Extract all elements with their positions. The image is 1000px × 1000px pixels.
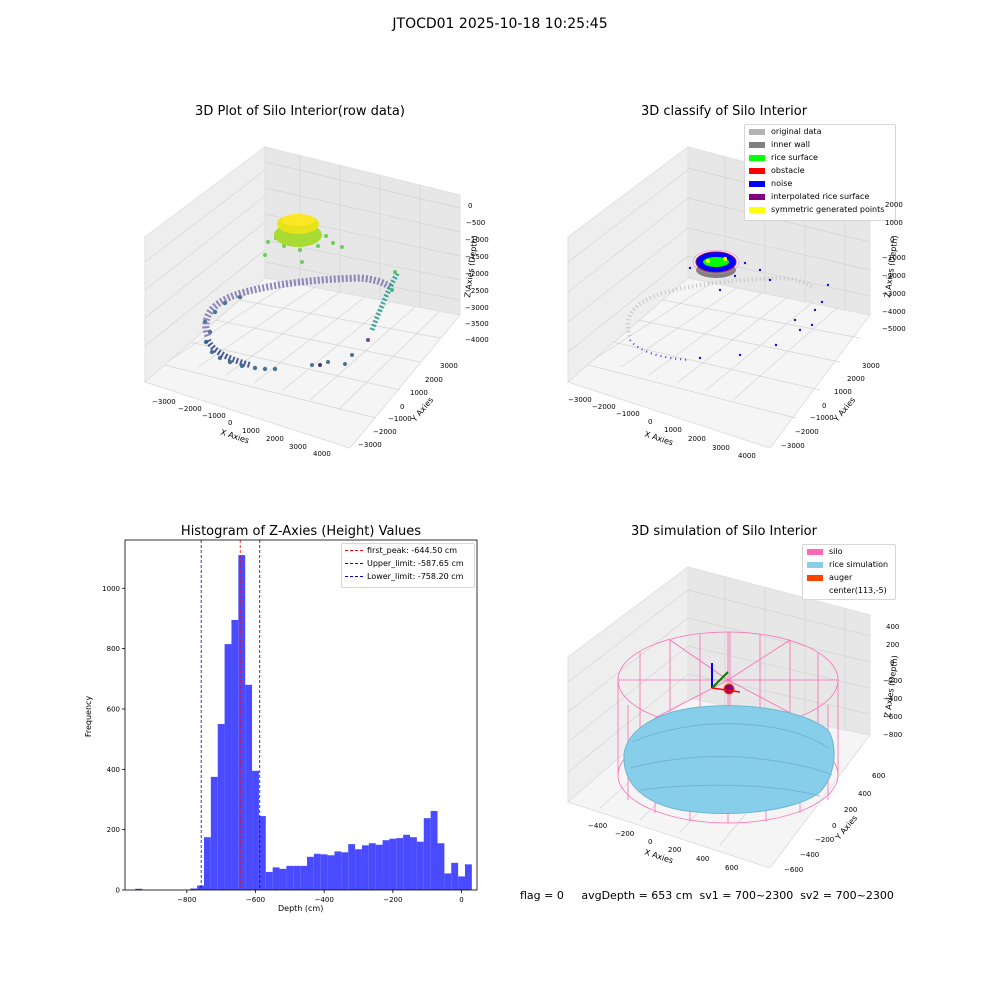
panel1-gridlines [144,155,461,419]
histogram-bar [307,856,314,890]
panel2-title: 3D classify of Silo Interior [640,104,808,119]
histogram-bar [203,837,211,890]
histogram-bar [416,841,424,890]
histogram-bar [348,844,356,890]
legend-item-center: center(113,-5) [829,586,887,595]
panel1-title: 3D Plot of Silo Interior(row data) [195,104,405,119]
histogram-bar [464,864,472,890]
panel1-wall-strip [369,270,401,331]
histogram-bar [437,843,445,890]
legend-item-lower-limit: Lower_limit: -758.20 cm [342,570,474,583]
histogram-bar [252,770,259,890]
histogram-bars [135,555,472,890]
histogram-y-ticks: 0 200 400 600 800 1000 [102,585,125,895]
histogram-y-tick-label: 400 [107,766,120,774]
panel1-ring-top [202,274,395,338]
histogram-bar [231,619,239,890]
histogram-bar [327,855,335,890]
histogram-bar [272,867,280,890]
figure-title: JTOCD01 2025-10-18 10:25:45 [392,16,608,32]
histogram-bar [238,555,246,890]
histogram-xlabel: Depth (cm) [278,904,324,913]
histogram-bar [293,865,301,890]
histogram-y-tick-label: 1000 [102,585,120,593]
legend-item-rice-surface: rice surface [745,151,895,164]
histogram-bar [382,840,390,890]
histogram-bar [355,849,362,890]
histogram-bar [458,876,465,890]
histogram-bar [135,888,143,890]
histogram-bar [320,854,328,890]
panel1-pane-floor [144,277,461,449]
panel4-title: 3D simulation of Silo Interior [631,524,817,539]
legend-item-interpolated: interpolated rice surface [745,190,895,203]
histogram-bar [245,684,253,890]
histogram-x-tick-label: −600 [246,896,265,904]
panel2-points [625,249,830,361]
panel2-rice-surface [703,257,729,267]
histogram-bar [423,818,431,890]
histogram-y-tick-label: 0 [116,887,120,895]
histogram-x-tick-label: −400 [315,896,334,904]
histogram-bar [334,851,342,890]
histogram-y-tick-label: 800 [107,645,120,653]
panel2-noise-points [688,261,830,360]
panel2-gridlines [567,157,871,419]
histogram-bar [265,871,273,890]
panel4-legend: silo rice simulation auger center(113,-5… [802,544,896,600]
legend-item-upper-limit: Upper_limit: -587.65 cm [342,557,474,570]
histogram-bar [190,888,198,890]
legend-item-symmetric: symmetric generated points [745,203,895,216]
legend-item-obstacle: obstacle [745,164,895,177]
panel2-legend: original data inner wall rice surface ob… [744,124,896,221]
histogram-bar [258,816,266,890]
panel3-title: Histogram of Z-Axies (Height) Values [180,524,422,539]
histogram-bar [197,885,204,890]
histogram-bar [430,810,438,890]
legend-item-rice-simulation: rice simulation [803,558,895,571]
histogram-y-tick-label: 600 [107,705,120,713]
legend-item-silo: silo [803,545,895,558]
histogram-bar [313,853,321,890]
histogram-bar [300,865,308,890]
histogram-bar [389,838,397,890]
histogram-bar [210,776,218,890]
histogram-bar [286,865,294,890]
histogram-bar [396,838,404,890]
legend-item-original-data: original data [745,125,895,138]
histogram-bar [224,644,232,890]
legend-item-auger: auger [803,571,895,584]
panel1-upper-points [263,231,344,264]
histogram-y-tick-label: 200 [107,826,120,834]
legend-item-first-peak: first_peak: -644.50 cm [342,544,474,557]
histogram-bar [361,845,369,890]
histogram-bar [217,724,225,890]
histogram-bar [403,834,411,890]
histogram-frame [124,539,478,891]
histogram-x-tick-label: −200 [383,896,402,904]
legend-item-inner-wall: inner wall [745,138,895,151]
legend-item-noise: noise [745,177,895,190]
histogram-bar [375,844,383,890]
histogram-x-tick-label: 0 [459,896,463,904]
status-footer: flag = 0 avgDepth = 653 cm sv1 = 700~230… [520,889,894,902]
histogram-legend: first_peak: -644.50 cm Upper_limit: -587… [341,543,475,588]
panel1-points [202,214,401,372]
histogram-bar [279,868,287,890]
histogram-bar [368,843,376,890]
histogram-x-ticks: −800 −600 −400 −200 0 [177,890,464,904]
histogram-x-tick-label: −800 [177,896,196,904]
auger-marker [711,663,741,695]
rice-simulation-surface [623,705,835,814]
histogram-bar [451,862,459,890]
histogram-bar [444,873,452,890]
histogram-bar [341,852,349,890]
histogram-vlines [200,540,261,890]
histogram-bar [410,837,417,890]
